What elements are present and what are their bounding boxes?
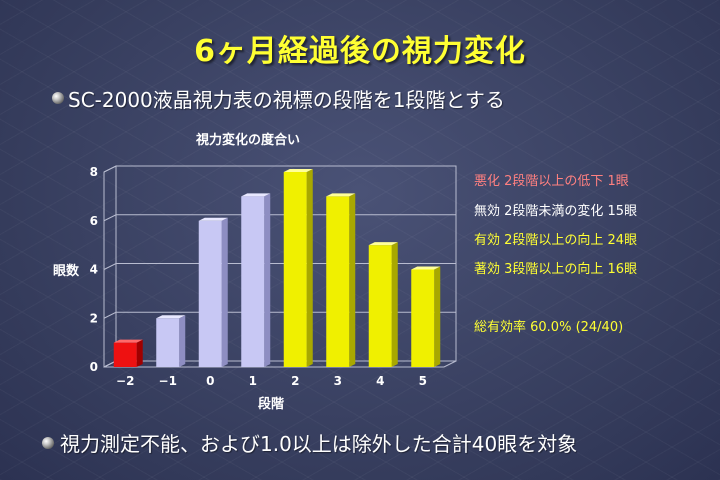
slide-title: 6ヶ月経過後の視力変化	[194, 34, 526, 69]
y-tick-label: 2	[90, 311, 98, 325]
x-tick-label: 3	[334, 374, 342, 388]
bar-top	[156, 315, 186, 319]
bar-front	[326, 196, 350, 367]
x-axis-label: 段階	[258, 396, 284, 412]
x-tick-label: 5	[419, 374, 427, 388]
y-tick-label: 6	[90, 214, 98, 228]
bar-front	[411, 269, 435, 367]
bar-top	[411, 266, 441, 270]
y-tick-label: 4	[90, 263, 98, 277]
legend-no-effect: 無効 2段階未満の変化 15眼	[474, 204, 638, 219]
bar-3	[198, 217, 228, 367]
bar-front	[283, 172, 307, 367]
bar-1	[113, 339, 143, 367]
bar-side	[136, 339, 143, 367]
bar-front	[368, 245, 392, 367]
legend-effective: 有効 2段階以上の向上 24眼	[474, 233, 638, 248]
bullet-text-exclusion: 視力測定不能、および1.0以上は除外した合計40眼を対象	[60, 432, 578, 456]
legend-worse: 悪化 2段階以上の低下 1眼	[474, 174, 629, 189]
x-tick-label: −1	[159, 374, 177, 388]
bar-7	[368, 242, 398, 367]
bar-top	[241, 193, 271, 197]
bar-front	[113, 342, 137, 367]
y-tick-label: 0	[90, 360, 98, 374]
chart-title: 視力変化の度合い	[195, 132, 300, 148]
gridline	[103, 214, 456, 222]
bullet-icon	[42, 437, 54, 449]
bullet-text-scale: SC-2000液晶視力表の視標の段階を1段階とする	[68, 88, 505, 112]
chart-ticks: 0 2 4 6 8 −2 −1 0 1 2 3 4 5	[90, 165, 427, 388]
bar-side	[179, 315, 186, 367]
bar-front	[241, 196, 265, 367]
bar-top	[198, 217, 228, 221]
bar-side	[391, 242, 398, 367]
bar-top	[113, 339, 143, 343]
bar-4	[241, 193, 271, 367]
y-tick-label: 8	[90, 165, 98, 179]
x-tick-label: −2	[116, 374, 134, 388]
bullet-icon	[52, 92, 64, 104]
x-tick-label: 2	[291, 374, 299, 388]
x-tick-label: 0	[206, 374, 214, 388]
bar-front	[198, 220, 222, 367]
bar-side	[221, 217, 228, 367]
bar-side	[349, 193, 356, 367]
bar-top	[368, 242, 398, 246]
gridline	[103, 165, 456, 173]
bar-side	[306, 169, 313, 367]
bar-6	[326, 193, 356, 367]
bar-side	[434, 266, 441, 367]
bar-2	[156, 315, 186, 367]
chart-bars	[113, 169, 441, 367]
y-axis-label: 眼数	[53, 263, 80, 279]
bar-front	[156, 318, 180, 367]
bar-side	[264, 193, 271, 367]
gridline	[103, 263, 456, 270]
bar-8	[411, 266, 441, 367]
gridline	[103, 311, 456, 319]
x-tick-label: 1	[249, 374, 257, 388]
bar-5	[283, 169, 313, 367]
legend-remarkable: 著効 3段階以上の向上 16眼	[474, 262, 638, 277]
legend-total-efficacy: 総有効率 60.0% (24/40)	[474, 320, 624, 335]
x-tick-label: 4	[376, 374, 384, 388]
bar-top	[326, 193, 356, 197]
bar-top	[283, 169, 313, 172]
